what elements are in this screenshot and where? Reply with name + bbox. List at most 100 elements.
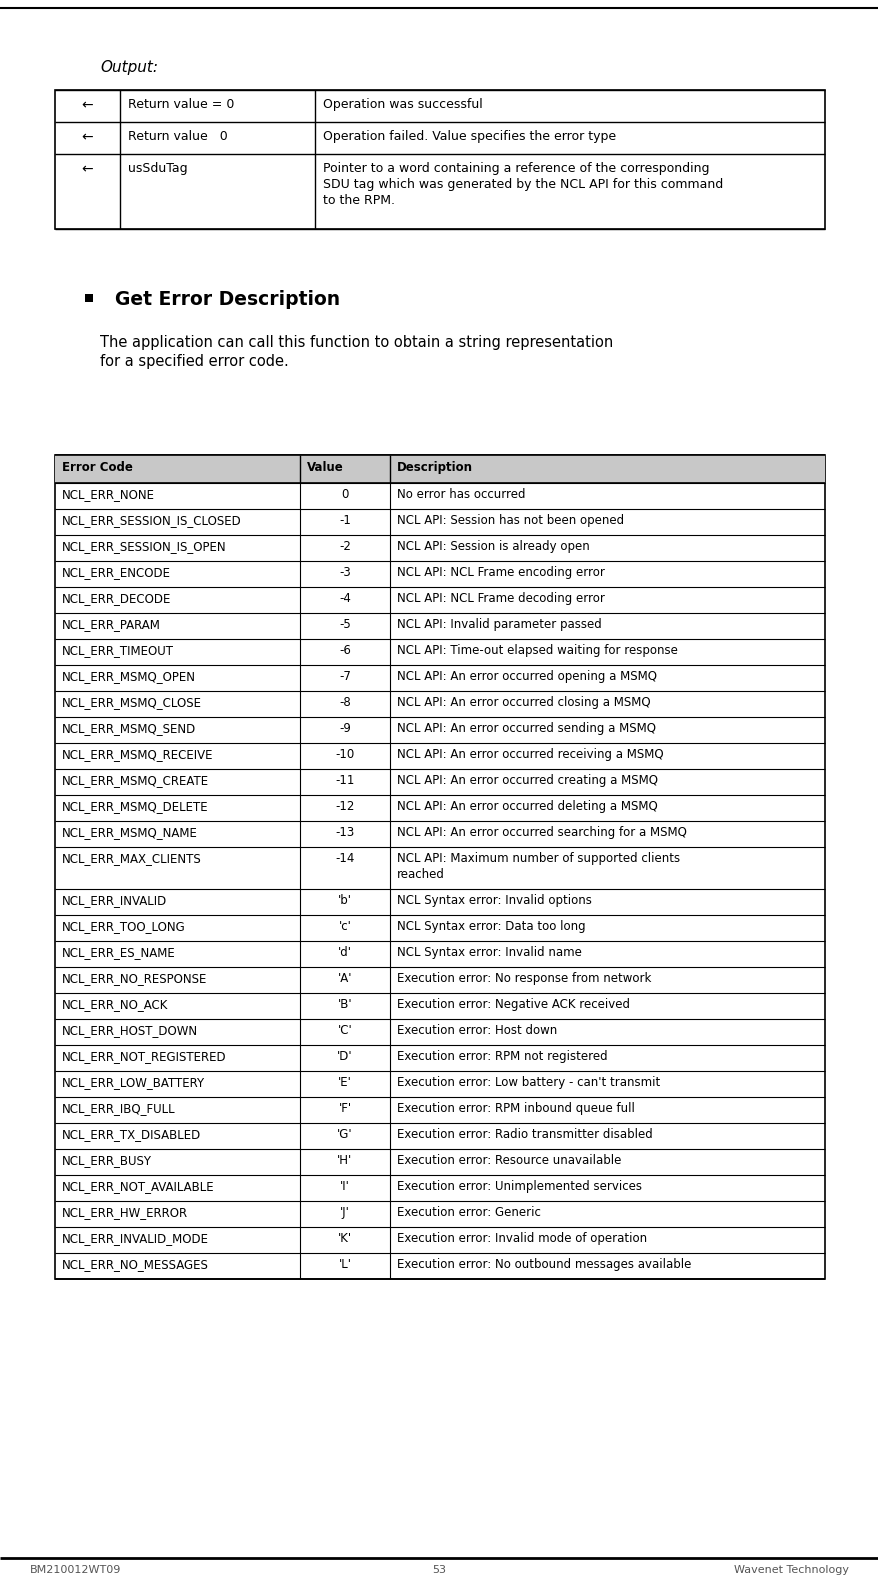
Text: NCL API: Maximum number of supported clients
reached: NCL API: Maximum number of supported cli…: [397, 853, 680, 881]
Text: NCL API: An error occurred closing a MSMQ: NCL API: An error occurred closing a MSM…: [397, 697, 650, 709]
Text: NCL Syntax error: Invalid options: NCL Syntax error: Invalid options: [397, 894, 591, 908]
Text: Execution error: Radio transmitter disabled: Execution error: Radio transmitter disab…: [397, 1128, 652, 1141]
Text: 'B': 'B': [337, 998, 352, 1010]
Text: 'd': 'd': [338, 946, 351, 960]
Text: NCL API: Session has not been opened: NCL API: Session has not been opened: [397, 514, 623, 526]
Text: The application can call this function to obtain a string representation
for a s: The application can call this function t…: [100, 336, 613, 369]
Text: NCL_ERR_NO_ACK: NCL_ERR_NO_ACK: [62, 998, 169, 1010]
Text: NCL_ERR_TX_DISABLED: NCL_ERR_TX_DISABLED: [62, 1128, 201, 1141]
Text: usSduTag: usSduTag: [128, 162, 187, 175]
Text: NCL API: An error occurred deleting a MSMQ: NCL API: An error occurred deleting a MS…: [397, 801, 657, 813]
Text: Execution error: Resource unavailable: Execution error: Resource unavailable: [397, 1154, 621, 1166]
Text: -9: -9: [339, 722, 350, 734]
Text: -2: -2: [339, 541, 350, 553]
Text: 'L': 'L': [338, 1258, 351, 1270]
Text: Operation was successful: Operation was successful: [322, 98, 482, 110]
Text: NCL_ERR_IBQ_FULL: NCL_ERR_IBQ_FULL: [62, 1102, 176, 1114]
Text: -12: -12: [335, 801, 355, 813]
Text: Operation failed. Value specifies the error type: Operation failed. Value specifies the er…: [322, 129, 615, 143]
Text: 0: 0: [341, 489, 349, 501]
Text: -14: -14: [335, 853, 355, 865]
Text: NCL API: An error occurred sending a MSMQ: NCL API: An error occurred sending a MSM…: [397, 722, 655, 734]
Text: -3: -3: [339, 566, 350, 578]
Text: NCL API: Invalid parameter passed: NCL API: Invalid parameter passed: [397, 618, 601, 630]
Text: NCL_ERR_PARAM: NCL_ERR_PARAM: [62, 618, 161, 630]
Text: -6: -6: [339, 645, 350, 657]
Text: Return value = 0: Return value = 0: [128, 98, 234, 110]
Text: No error has occurred: No error has occurred: [397, 489, 525, 501]
Text: NCL_ERR_MSMQ_SEND: NCL_ERR_MSMQ_SEND: [62, 722, 196, 734]
Text: NCL_ERR_MSMQ_DELETE: NCL_ERR_MSMQ_DELETE: [62, 801, 208, 813]
Text: 'C': 'C': [337, 1024, 352, 1037]
Text: Execution error: Negative ACK received: Execution error: Negative ACK received: [397, 998, 630, 1010]
Text: 'F': 'F': [338, 1102, 351, 1114]
Text: Execution error: Invalid mode of operation: Execution error: Invalid mode of operati…: [397, 1232, 646, 1245]
Text: NCL_ERR_NOT_AVAILABLE: NCL_ERR_NOT_AVAILABLE: [62, 1180, 214, 1193]
Text: NCL_ERR_HOST_DOWN: NCL_ERR_HOST_DOWN: [62, 1024, 198, 1037]
Text: Return value   0: Return value 0: [128, 129, 227, 143]
Text: 'b': 'b': [338, 894, 351, 908]
Text: NCL_ERR_MSMQ_OPEN: NCL_ERR_MSMQ_OPEN: [62, 670, 196, 682]
Text: Wavenet Technology: Wavenet Technology: [733, 1565, 848, 1574]
Text: Execution error: No response from network: Execution error: No response from networ…: [397, 972, 651, 985]
Bar: [55, 455, 824, 1280]
Text: NCL_ERR_SESSION_IS_OPEN: NCL_ERR_SESSION_IS_OPEN: [62, 541, 227, 553]
Text: NCL_ERR_MSMQ_CLOSE: NCL_ERR_MSMQ_CLOSE: [62, 697, 202, 709]
Text: NCL API: An error occurred opening a MSMQ: NCL API: An error occurred opening a MSM…: [397, 670, 656, 682]
Text: 'D': 'D': [337, 1050, 352, 1062]
Text: Output:: Output:: [100, 60, 158, 76]
Text: ←: ←: [81, 162, 93, 177]
Text: Get Error Description: Get Error Description: [115, 290, 340, 309]
Text: NCL_ERR_TIMEOUT: NCL_ERR_TIMEOUT: [62, 645, 174, 657]
Text: NCL_ERR_MSMQ_CREATE: NCL_ERR_MSMQ_CREATE: [62, 774, 209, 786]
Text: NCL_ERR_BUSY: NCL_ERR_BUSY: [62, 1154, 152, 1166]
Text: NCL_ERR_LOW_BATTERY: NCL_ERR_LOW_BATTERY: [62, 1076, 205, 1089]
Text: NCL_ERR_ENCODE: NCL_ERR_ENCODE: [62, 566, 171, 578]
Text: NCL API: NCL Frame encoding error: NCL API: NCL Frame encoding error: [397, 566, 604, 578]
Text: Execution error: Generic: Execution error: Generic: [397, 1206, 540, 1218]
Text: NCL_ERR_MSMQ_NAME: NCL_ERR_MSMQ_NAME: [62, 826, 198, 838]
Text: Description: Description: [397, 462, 472, 474]
Text: -7: -7: [339, 670, 350, 682]
Text: ←: ←: [81, 98, 93, 112]
Text: NCL_ERR_INVALID_MODE: NCL_ERR_INVALID_MODE: [62, 1232, 209, 1245]
Text: Value: Value: [306, 462, 343, 474]
Text: Execution error: Low battery - can't transmit: Execution error: Low battery - can't tra…: [397, 1076, 659, 1089]
Text: Execution error: Unimplemented services: Execution error: Unimplemented services: [397, 1180, 641, 1193]
Text: NCL API: NCL Frame decoding error: NCL API: NCL Frame decoding error: [397, 593, 604, 605]
Text: Pointer to a word containing a reference of the corresponding
SDU tag which was : Pointer to a word containing a reference…: [322, 162, 723, 206]
Bar: [55, 455, 824, 482]
Text: NCL_ERR_NONE: NCL_ERR_NONE: [62, 489, 155, 501]
Text: ←: ←: [81, 129, 93, 143]
Text: BM210012WT09: BM210012WT09: [30, 1565, 121, 1574]
Text: 'H': 'H': [337, 1154, 352, 1166]
Text: -11: -11: [335, 774, 355, 786]
Text: NCL_ERR_SESSION_IS_CLOSED: NCL_ERR_SESSION_IS_CLOSED: [62, 514, 241, 526]
Text: NCL_ERR_NO_RESPONSE: NCL_ERR_NO_RESPONSE: [62, 972, 207, 985]
Text: NCL_ERR_MSMQ_RECEIVE: NCL_ERR_MSMQ_RECEIVE: [62, 749, 213, 761]
Text: NCL_ERR_MAX_CLIENTS: NCL_ERR_MAX_CLIENTS: [62, 853, 202, 865]
Text: NCL API: Time-out elapsed waiting for response: NCL API: Time-out elapsed waiting for re…: [397, 645, 677, 657]
Text: 'K': 'K': [337, 1232, 352, 1245]
Text: NCL API: Session is already open: NCL API: Session is already open: [397, 541, 589, 553]
Text: NCL_ERR_ES_NAME: NCL_ERR_ES_NAME: [62, 946, 176, 960]
Text: NCL_ERR_DECODE: NCL_ERR_DECODE: [62, 593, 171, 605]
Text: 'c': 'c': [338, 920, 351, 933]
Text: Execution error: RPM not registered: Execution error: RPM not registered: [397, 1050, 607, 1062]
Text: NCL API: An error occurred creating a MSMQ: NCL API: An error occurred creating a MS…: [397, 774, 658, 786]
Text: NCL Syntax error: Data too long: NCL Syntax error: Data too long: [397, 920, 585, 933]
Text: -5: -5: [339, 618, 350, 630]
Text: NCL API: An error occurred searching for a MSMQ: NCL API: An error occurred searching for…: [397, 826, 686, 838]
Text: -8: -8: [339, 697, 350, 709]
Text: 'A': 'A': [337, 972, 352, 985]
Text: -1: -1: [339, 514, 350, 526]
Text: NCL_ERR_NO_MESSAGES: NCL_ERR_NO_MESSAGES: [62, 1258, 209, 1270]
Text: 'G': 'G': [337, 1128, 352, 1141]
Text: -13: -13: [335, 826, 354, 838]
Text: NCL_ERR_HW_ERROR: NCL_ERR_HW_ERROR: [62, 1206, 188, 1218]
Text: 53: 53: [431, 1565, 445, 1574]
Text: NCL_ERR_NOT_REGISTERED: NCL_ERR_NOT_REGISTERED: [62, 1050, 227, 1062]
Text: Error Code: Error Code: [62, 462, 133, 474]
Text: 'J': 'J': [340, 1206, 349, 1218]
Text: NCL API: An error occurred receiving a MSMQ: NCL API: An error occurred receiving a M…: [397, 749, 663, 761]
